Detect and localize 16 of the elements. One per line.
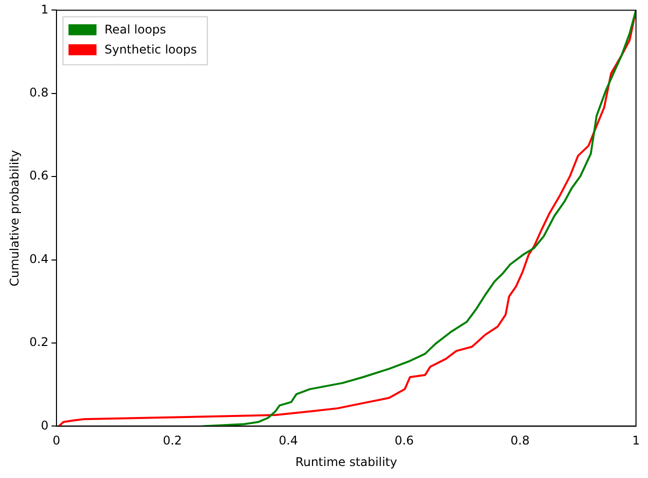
x-tick-label: 0.4 bbox=[278, 434, 298, 448]
y-tick-label: 0 bbox=[40, 418, 48, 432]
y-tick-label: 0.4 bbox=[29, 252, 48, 266]
y-tick-label: 0.2 bbox=[29, 335, 48, 350]
y-tick-label: 0.8 bbox=[29, 86, 48, 100]
legend-label: Synthetic loops bbox=[104, 42, 197, 56]
y-tick-label: 0.6 bbox=[29, 168, 48, 183]
x-axis-title: Runtime stability bbox=[295, 454, 398, 469]
legend-label: Real loops bbox=[104, 22, 166, 36]
x-tick-label: 0 bbox=[52, 434, 60, 448]
x-tick-label: 0.8 bbox=[510, 434, 530, 448]
y-axis-title: Cumulative probability bbox=[7, 150, 22, 286]
x-tick-label: 1 bbox=[632, 434, 640, 448]
x-tick-label: 0.2 bbox=[162, 434, 182, 448]
y-tick-label: 1 bbox=[40, 2, 48, 16]
x-tick-label: 0.6 bbox=[394, 434, 414, 448]
